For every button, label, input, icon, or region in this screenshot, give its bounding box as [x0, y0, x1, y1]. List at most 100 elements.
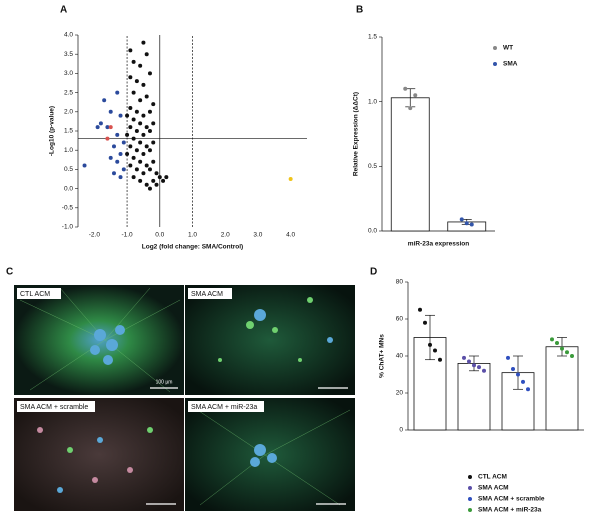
- point: [469, 222, 474, 227]
- point: [151, 140, 156, 145]
- point: [464, 221, 469, 226]
- point: [125, 152, 130, 157]
- point: [438, 357, 442, 362]
- x-axis-label: Log2 (fold change: SMA/Control): [142, 244, 243, 251]
- point: [550, 337, 554, 342]
- point: [151, 178, 156, 183]
- nuclei: [90, 325, 125, 365]
- point: [141, 40, 146, 45]
- x-tick-label: 0.0: [155, 232, 164, 239]
- y-tick-label: 3.5: [64, 51, 73, 58]
- point: [560, 346, 564, 351]
- point: [138, 63, 143, 68]
- point: [141, 132, 146, 137]
- legend-marker: [493, 46, 497, 50]
- point: [134, 129, 139, 133]
- panel-letter: A: [60, 5, 67, 16]
- point: [115, 132, 120, 137]
- point: [115, 90, 120, 95]
- point: [121, 140, 126, 145]
- point: [472, 363, 476, 368]
- point: [95, 125, 100, 130]
- micrograph-label: CTL ACM: [20, 291, 50, 298]
- point: [134, 167, 139, 172]
- panel-letter: D: [370, 267, 377, 278]
- point: [128, 48, 133, 53]
- x-axis-label: miR-23a expression: [408, 241, 469, 248]
- y-tick-label: 0: [399, 427, 403, 434]
- point: [151, 102, 156, 107]
- legend-marker: [468, 497, 472, 501]
- point: [121, 167, 126, 172]
- scale-bar-label: 100 µm: [156, 379, 173, 385]
- point: [141, 171, 146, 176]
- point: [506, 355, 510, 360]
- point: [526, 387, 530, 392]
- puncta: [37, 427, 153, 493]
- point: [521, 379, 525, 384]
- micrograph-label: SMA ACM: [191, 291, 223, 298]
- point: [147, 148, 152, 153]
- y-tick-label: 1.0: [64, 147, 73, 154]
- y-tick-label: 2.0: [64, 109, 73, 116]
- point: [138, 159, 143, 164]
- point: [131, 117, 136, 122]
- point: [108, 109, 113, 114]
- point: [413, 93, 418, 98]
- point: [433, 348, 437, 353]
- point: [144, 182, 149, 187]
- y-tick-label: 20: [396, 390, 404, 397]
- scale-bars: [146, 387, 348, 505]
- point: [147, 186, 152, 191]
- point: [131, 59, 136, 64]
- micrograph-label: SMA ACM + scramble: [20, 404, 88, 411]
- point: [511, 366, 515, 371]
- y-tick-label: 1.0: [368, 98, 377, 105]
- point: [108, 125, 113, 130]
- y-tick-label: 1.5: [368, 34, 377, 41]
- point: [161, 178, 166, 183]
- point: [111, 171, 116, 176]
- y-tick-label: 4.0: [64, 32, 73, 39]
- x-tick-label: -1.0: [121, 232, 133, 239]
- legend-marker: [468, 486, 472, 490]
- point: [105, 125, 110, 130]
- point: [102, 98, 107, 103]
- point: [288, 177, 293, 181]
- point: [128, 125, 133, 130]
- point: [144, 52, 149, 57]
- point: [115, 159, 120, 164]
- point: [154, 171, 159, 176]
- point: [151, 159, 156, 164]
- neurites: [189, 404, 351, 506]
- legend-label: SMA ACM: [478, 485, 509, 492]
- y-axis-label: % ChAT+ MNs: [379, 334, 386, 378]
- y-tick-label: 1.5: [64, 128, 73, 135]
- legend-marker: [493, 62, 497, 66]
- point: [118, 152, 123, 157]
- x-tick-label: 1.0: [188, 232, 197, 239]
- y-tick-label: 3.0: [64, 70, 73, 77]
- point: [151, 121, 156, 126]
- y-tick-label: 0.5: [64, 166, 73, 173]
- y-tick-label: 0.5: [368, 163, 377, 170]
- bar: [413, 337, 447, 431]
- y-tick-label: -1.0: [62, 224, 74, 231]
- point: [131, 175, 136, 180]
- y-tick-label: 0.0: [64, 185, 73, 192]
- label-boxes: [17, 288, 264, 412]
- point: [462, 355, 466, 360]
- point: [118, 175, 123, 180]
- point: [147, 109, 152, 114]
- point: [428, 342, 432, 347]
- point: [134, 79, 139, 84]
- bar: [457, 362, 491, 431]
- point: [154, 182, 159, 187]
- point: [147, 129, 152, 133]
- legend-marker: [468, 475, 472, 479]
- nuclei: [250, 444, 277, 467]
- y-axis-label: Relative Expression (ΔΔCt): [353, 92, 360, 176]
- point: [570, 354, 574, 358]
- y-tick-label: -0.5: [62, 205, 74, 212]
